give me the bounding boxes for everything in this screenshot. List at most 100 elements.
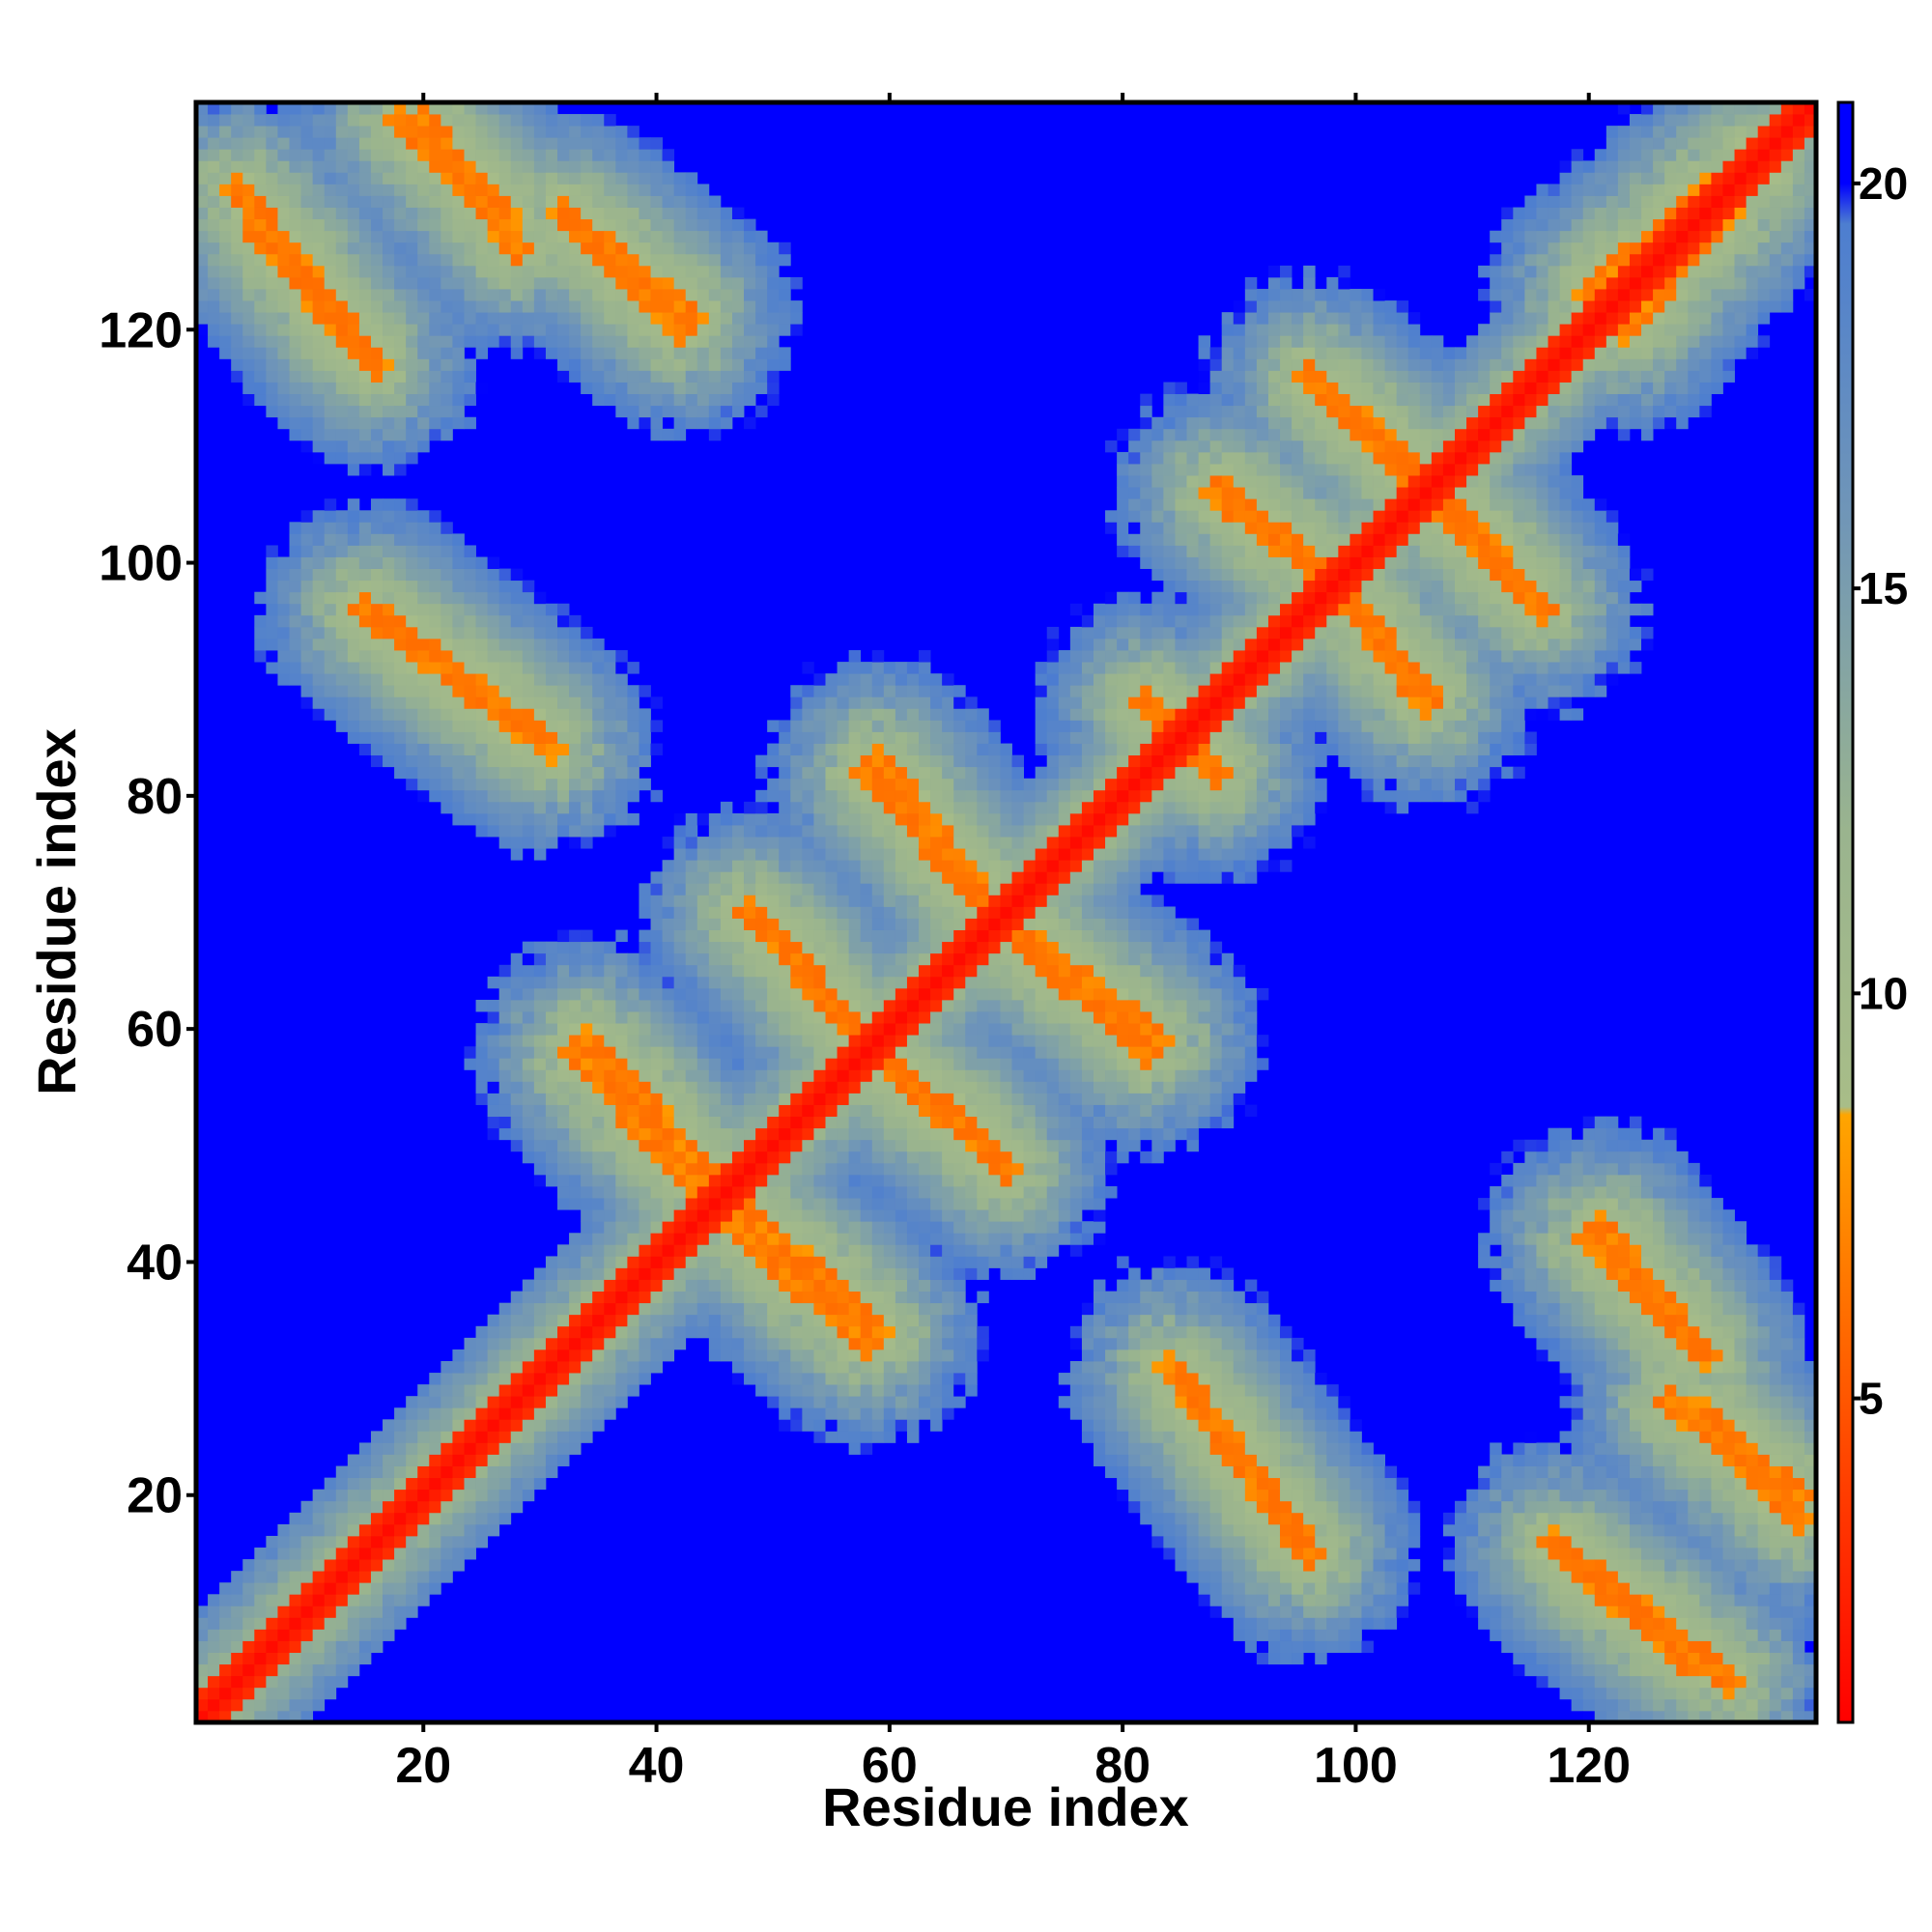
heatmap-cell [370, 428, 384, 441]
heatmap-cell [696, 1035, 710, 1047]
heatmap-cell [545, 1302, 558, 1316]
heatmap-cell [696, 1256, 710, 1268]
heatmap-cell [358, 405, 372, 418]
heatmap-cell [790, 906, 803, 919]
heatmap-cell [650, 335, 663, 348]
heatmap-cell [487, 195, 500, 208]
heatmap-cell [533, 976, 547, 989]
heatmap-cell [347, 347, 360, 359]
heatmap-cell [615, 1360, 628, 1374]
heatmap-cell [744, 801, 756, 814]
heatmap-cell [650, 906, 663, 919]
heatmap-cell [848, 1314, 862, 1327]
heatmap-cell [685, 1046, 698, 1059]
heatmap-cell [627, 1186, 639, 1199]
heatmap-cell [475, 300, 489, 313]
heatmap-cell [1000, 754, 1012, 768]
heatmap-cell [883, 662, 896, 674]
heatmap-cell [779, 1256, 791, 1268]
heatmap-cell [452, 789, 465, 803]
heatmap-cell [977, 1174, 989, 1187]
heatmap-cell [592, 720, 605, 732]
heatmap-cell [673, 1186, 687, 1199]
heatmap-cell [557, 743, 570, 756]
heatmap-cell [639, 1186, 651, 1199]
heatmap-cell [930, 1035, 943, 1047]
heatmap-cell [1035, 1198, 1048, 1210]
heatmap-cell [685, 1162, 698, 1176]
heatmap-cell [569, 1256, 582, 1268]
heatmap-cell [452, 533, 465, 546]
heatmap-cell [266, 149, 278, 161]
heatmap-cell [673, 218, 687, 232]
heatmap-cell [498, 102, 512, 115]
heatmap-cell [592, 1337, 605, 1350]
heatmap-cell [1011, 1058, 1024, 1070]
heatmap-cell [1000, 929, 1012, 943]
heatmap-cell [417, 265, 430, 278]
heatmap-cell [557, 929, 570, 943]
heatmap-cell [988, 906, 1001, 919]
heatmap-cell [627, 370, 639, 383]
heatmap-cell [569, 276, 582, 290]
heatmap-cell [942, 1349, 954, 1362]
heatmap-cell [569, 195, 582, 208]
heatmap-cell [1035, 848, 1048, 861]
heatmap-cell [581, 1116, 593, 1129]
heatmap-cell [731, 987, 745, 1001]
heatmap-cell [790, 324, 803, 336]
heatmap-cell [545, 614, 558, 628]
heatmap-cell [522, 626, 535, 639]
heatmap-cell [429, 650, 441, 663]
heatmap-cell [720, 218, 733, 232]
heatmap-cell [744, 871, 756, 884]
heatmap-cell [440, 1407, 453, 1420]
heatmap-cell [860, 743, 873, 756]
heatmap-cell [498, 754, 512, 768]
heatmap-cell [790, 1325, 803, 1339]
heatmap-cell [335, 347, 349, 359]
heatmap-cell [871, 1291, 885, 1304]
heatmap-cell [744, 1035, 756, 1047]
heatmap-cell [627, 696, 639, 709]
heatmap-cell [394, 1594, 407, 1606]
heatmap-cell [581, 1093, 593, 1105]
heatmap-cell [242, 289, 255, 301]
heatmap-cell [953, 999, 966, 1012]
heatmap-cell [673, 1116, 687, 1129]
heatmap-cell [755, 1127, 768, 1141]
heatmap-cell [394, 1512, 407, 1525]
heatmap-cell [919, 964, 931, 978]
heatmap-cell [895, 825, 908, 838]
heatmap-cell [848, 1279, 862, 1292]
heatmap-cell [767, 929, 780, 943]
heatmap-cell [533, 1407, 547, 1420]
heatmap-cell [779, 1396, 791, 1408]
heatmap-cell [1058, 825, 1071, 838]
heatmap-cell [708, 1279, 722, 1292]
heatmap-cell [510, 242, 524, 255]
heatmap-cell [1000, 883, 1012, 895]
heatmap-cell [277, 638, 290, 651]
heatmap-cell [906, 1035, 920, 1047]
heatmap-cell [1046, 1093, 1060, 1105]
heatmap-cell [498, 673, 512, 686]
heatmap-cell [358, 1571, 372, 1583]
heatmap-cell [779, 1116, 791, 1129]
heatmap-cell [347, 731, 360, 744]
heatmap-cell [965, 1139, 978, 1152]
heatmap-cell [266, 1594, 278, 1606]
heatmap-cell [685, 1314, 698, 1327]
heatmap-cell [312, 440, 326, 453]
heatmap-cell [266, 1687, 278, 1700]
heatmap-cell [860, 1023, 873, 1036]
heatmap-cell [731, 1267, 745, 1280]
heatmap-cell [673, 1081, 687, 1094]
heatmap-cell [196, 1652, 209, 1665]
heatmap-cell [370, 1582, 384, 1595]
heatmap-cell [1069, 1081, 1083, 1094]
heatmap-cell [335, 172, 349, 185]
heatmap-cell [545, 1419, 558, 1432]
heatmap-cell [919, 1058, 931, 1070]
heatmap-cell [871, 1209, 885, 1222]
